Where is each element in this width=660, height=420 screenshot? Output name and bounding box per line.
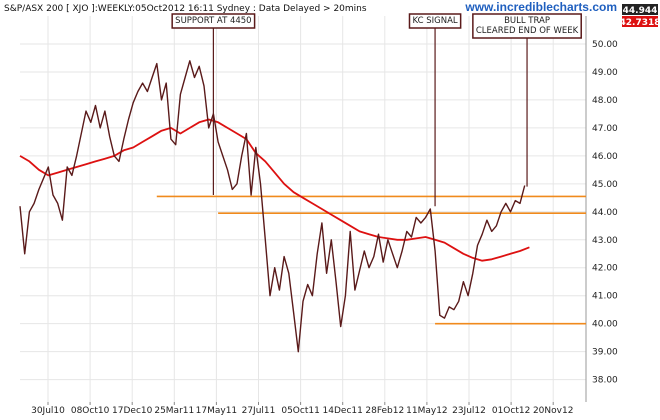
site-watermark: www.incrediblecharts.com	[464, 0, 617, 14]
ma-price-text: 42.7318	[620, 18, 660, 28]
x-axis: 30Jul10 08Oct10 17Dec10 25Mar11 17May11 27Jul…	[31, 402, 573, 416]
y-tick-label: 49.00	[592, 68, 618, 78]
annotation-2: KC SIGNAL	[408, 13, 462, 207]
x-tick-label: 27Jul11	[242, 406, 276, 416]
x-tick-label: 17May11	[196, 406, 238, 416]
moving-average	[19, 118, 530, 262]
chart-header: S&P/ASX 200 [ XJO ]:WEEKLY:05Oct2012 16:…	[4, 4, 367, 14]
x-tick-label: 17Dec10	[112, 406, 153, 416]
y-tick-label: 43.00	[592, 236, 618, 246]
y-tick-label: 45.00	[592, 180, 618, 190]
x-tick-label: 05Oct11	[281, 406, 319, 416]
annotation-label: BULL TRAP	[504, 16, 550, 26]
x-tick-label: 08Oct10	[71, 406, 110, 416]
x-tick-label: 14Dec11	[323, 406, 363, 416]
price-series	[19, 60, 526, 353]
y-tick-label: 48.00	[592, 96, 618, 106]
annotation-label: CLEARED END OF WEEK	[476, 26, 579, 36]
x-tick-label: 23Jul12	[452, 406, 486, 416]
x-tick-label: 30Jul10	[31, 406, 65, 416]
moving-average-line	[19, 118, 530, 262]
support-resistance-lines	[156, 195, 586, 325]
x-tick-label: 25Mar11	[154, 406, 194, 416]
x-tick-label: 20Nov12	[533, 406, 573, 416]
y-tick-label: 47.00	[592, 124, 618, 134]
annotations: SUPPORT AT 4450 KC SIGNAL BULL TRAPCLEARED…	[171, 13, 582, 207]
last-price-badge	[622, 4, 658, 15]
annotation-label: SUPPORT AT 4450	[175, 16, 251, 26]
y-tick-label: 38.00	[592, 376, 618, 386]
grid	[20, 16, 586, 402]
y-tick-label: 42.00	[592, 264, 618, 274]
y-tick-label: 41.00	[592, 292, 618, 302]
price-line	[19, 60, 526, 353]
x-tick-label: 01Oct12	[492, 406, 530, 416]
ma-price-badge	[622, 16, 658, 27]
y-tick-label: 39.00	[592, 348, 618, 358]
y-tick-label: 50.00	[592, 40, 618, 50]
annotation-1: SUPPORT AT 4450	[171, 13, 256, 196]
y-tick-label: 40.00	[592, 320, 618, 330]
y-tick-label: 46.00	[592, 152, 618, 162]
annotation-box	[472, 13, 582, 39]
y-tick-label: 44.00	[592, 208, 618, 218]
x-tick-label: 28Feb12	[365, 406, 404, 416]
x-tick-label: 11May12	[406, 406, 448, 416]
last-price-text: 44.944	[623, 6, 658, 16]
y-axis: 38.00 39.00 40.00 41.00 42.00 43.00 44.00 45.00…	[592, 40, 618, 386]
annotation-label: KC SIGNAL	[412, 16, 457, 26]
price-badges: 44.944 42.7318	[620, 4, 660, 28]
